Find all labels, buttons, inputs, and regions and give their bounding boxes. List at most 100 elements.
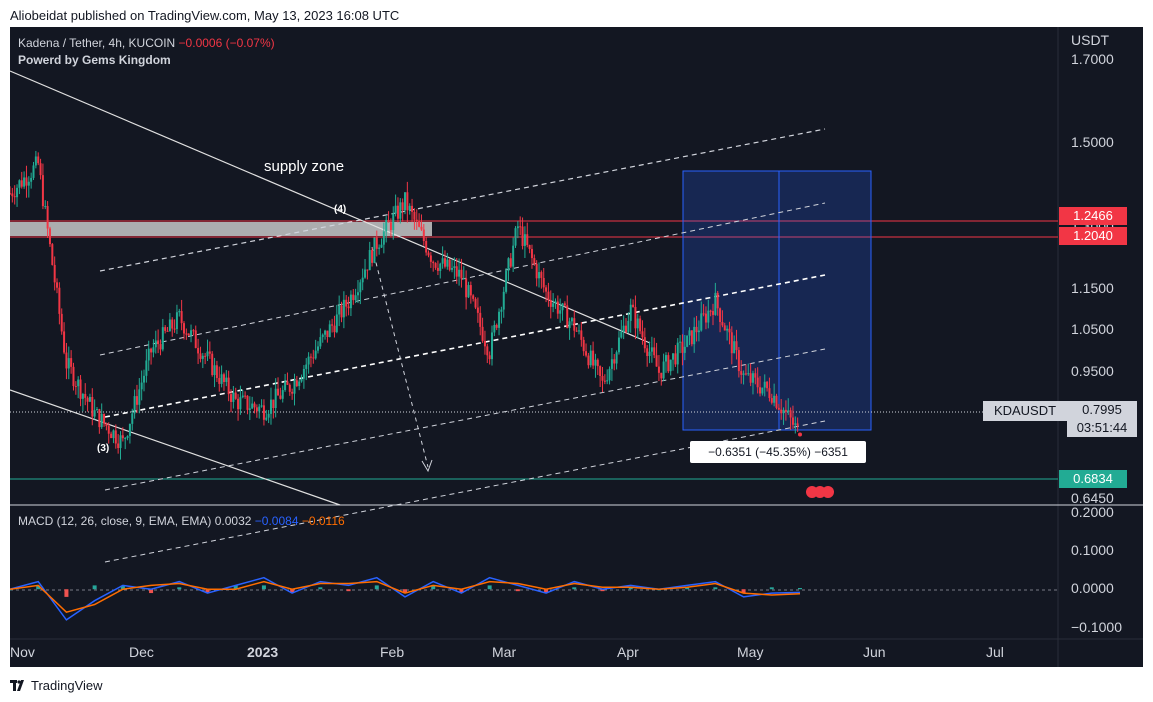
- candle-body: [768, 388, 771, 399]
- candle-body: [340, 305, 343, 318]
- candle-body: [166, 330, 169, 332]
- candle-body: [695, 326, 698, 333]
- candle-body: [641, 331, 644, 338]
- candle-body: [394, 205, 397, 214]
- candle-body: [766, 381, 769, 389]
- footer-brand: TradingView: [10, 678, 103, 693]
- candle-body: [16, 187, 19, 198]
- candle-body: [100, 413, 103, 428]
- symbol-name: Kadena / Tether, 4h, KUCOIN: [18, 36, 176, 50]
- macd-hist-bar: [431, 585, 436, 590]
- candle-body: [105, 423, 108, 426]
- candle-body: [18, 180, 21, 188]
- candle-body: [204, 355, 207, 357]
- candle-body: [429, 255, 432, 262]
- macd-hist-bar: [403, 589, 407, 594]
- candle-body: [27, 181, 30, 186]
- candle-body: [418, 220, 421, 227]
- level-tag-lower: 1.2040: [1059, 227, 1127, 245]
- time-tick-label: May: [737, 644, 764, 660]
- macd-hist-bar: [769, 587, 774, 590]
- last-price: 0.7995: [1082, 402, 1122, 417]
- candle-body: [552, 303, 555, 307]
- candle-body: [88, 397, 91, 402]
- candle-body: [460, 269, 463, 279]
- candle-body: [432, 261, 435, 264]
- candle-body: [655, 355, 658, 367]
- candle-body: [780, 409, 783, 414]
- candle-body: [775, 395, 778, 408]
- candle-body: [587, 355, 590, 366]
- candle-body: [796, 423, 799, 426]
- macd-hist-bar: [685, 587, 690, 590]
- macd-hist-bar: [798, 588, 802, 590]
- candle-body: [740, 371, 743, 375]
- bar-countdown: 03:51:44: [1076, 420, 1128, 435]
- candle-body: [761, 387, 764, 394]
- candle-body: [291, 391, 294, 394]
- macd-series: [10, 576, 802, 621]
- candle-body: [493, 324, 496, 333]
- candle-body: [404, 192, 406, 211]
- candle-body: [603, 380, 606, 382]
- candle-body: [317, 346, 320, 351]
- candle-body: [103, 413, 106, 424]
- candle-body: [154, 340, 157, 348]
- candle-body: [131, 413, 134, 424]
- candle-body: [570, 318, 573, 322]
- macd-legend: MACD (12, 26, close, 9, EMA, EMA) 0.0032…: [18, 514, 345, 528]
- candle-body: [568, 321, 571, 329]
- candle-body: [408, 205, 411, 211]
- candle-body: [114, 430, 117, 444]
- candle-body: [650, 347, 653, 352]
- candle-body: [225, 377, 228, 382]
- candle-body: [434, 263, 437, 268]
- candle-body: [10, 193, 11, 195]
- candle-body: [234, 392, 237, 399]
- candle-body: [260, 405, 263, 407]
- macd-signal-value: −0.0116: [301, 514, 345, 528]
- last-price-box: 0.7995 03:51:44: [1067, 401, 1137, 437]
- candle-body: [321, 334, 324, 338]
- candle-body: [288, 384, 291, 392]
- candle-body: [415, 219, 418, 221]
- candle-body: [465, 278, 468, 298]
- time-tick-label: Apr: [617, 644, 639, 660]
- candle-body: [34, 156, 37, 166]
- macd-hist-bar: [36, 585, 41, 590]
- candle-body: [145, 360, 148, 376]
- candle-body: [744, 373, 747, 375]
- candle-body: [514, 228, 517, 246]
- candle-body: [140, 382, 143, 390]
- macd-tick-label: 0.2000: [1071, 503, 1114, 520]
- macd-hist-bar: [572, 587, 577, 590]
- candle-body: [479, 312, 482, 327]
- candle-body: [107, 425, 110, 434]
- candle-body: [218, 378, 221, 384]
- candle-body: [48, 228, 51, 245]
- candle-body: [11, 193, 14, 197]
- candle-body: [159, 344, 162, 350]
- price-axis-currency: USDT: [1071, 32, 1110, 48]
- candle-body: [596, 359, 599, 367]
- macd-hist-bar: [459, 589, 464, 594]
- candle-body: [592, 350, 595, 366]
- candle-body: [683, 346, 686, 353]
- candle-body: [298, 381, 301, 387]
- time-tick-label: Feb: [380, 644, 405, 660]
- candle-body: [472, 295, 475, 299]
- macd-hist-bar: [713, 587, 718, 590]
- price-tick-label: 1.5000: [1071, 134, 1114, 151]
- candle-body: [371, 250, 374, 263]
- candle-body: [20, 180, 23, 187]
- candle-body: [152, 347, 155, 353]
- candle-body: [505, 270, 508, 292]
- candle-body: [215, 365, 218, 379]
- level-tag-green: 0.6834: [1059, 470, 1127, 488]
- candle-body: [312, 357, 315, 359]
- candle-body: [121, 435, 124, 439]
- projection-arrow-head: [421, 459, 433, 473]
- candle-body: [566, 305, 569, 329]
- chart-canvas[interactable]: [10, 27, 1143, 667]
- candle-body: [490, 332, 493, 360]
